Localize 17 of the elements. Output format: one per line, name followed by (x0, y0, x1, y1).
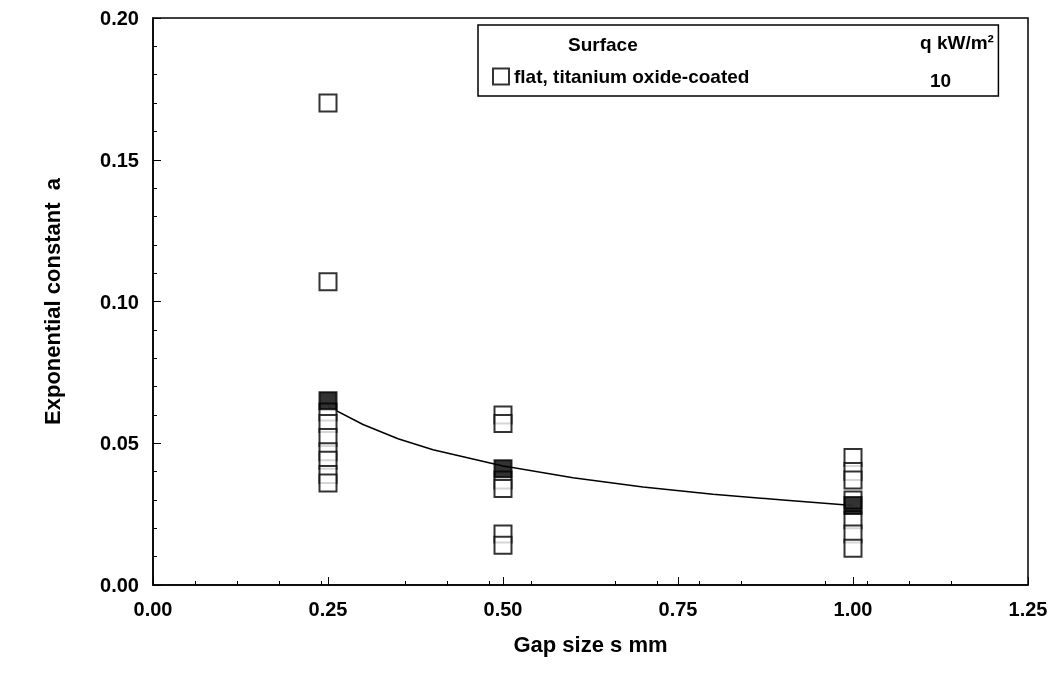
x-axis-title: Gap size s mm (513, 631, 668, 657)
annotation: 10 (930, 70, 952, 91)
y-tick-label: 0.00 (100, 574, 139, 596)
legend-label: flat, titanium oxide-coated (514, 66, 750, 87)
x-tick-label: 1.00 (833, 598, 873, 620)
x-tick-label: 0.25 (308, 598, 348, 620)
y-axis-title: Exponential constant a (39, 177, 65, 425)
x-tick-label: 0.00 (133, 598, 173, 620)
y-tick-label: 0.20 (100, 7, 139, 29)
y-tick-label: 0.05 (100, 432, 139, 455)
annotation: q kW/m² (920, 32, 994, 53)
x-tick-label: 1.25 (1008, 598, 1048, 620)
y-tick-label: 0.10 (100, 290, 139, 313)
x-tick-label: 0.75 (658, 598, 698, 620)
x-tick-label: 0.50 (483, 598, 523, 620)
y-tick-label: 0.15 (100, 148, 139, 171)
legend-title: Surface (568, 34, 638, 55)
